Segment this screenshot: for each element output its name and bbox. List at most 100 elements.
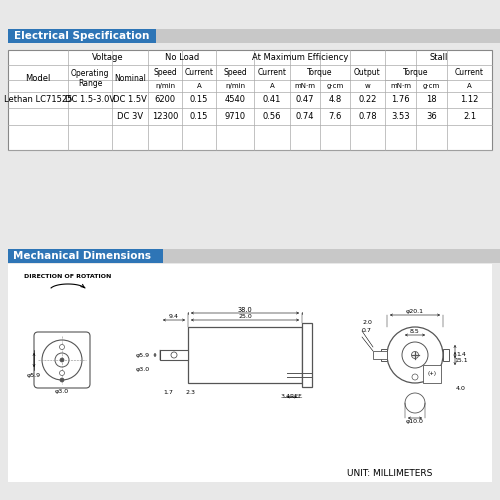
Text: Stall: Stall — [430, 53, 448, 62]
Text: 1.76: 1.76 — [391, 96, 410, 104]
Text: 0.74: 0.74 — [296, 112, 314, 121]
Text: 4.0: 4.0 — [456, 386, 466, 390]
Text: Model: Model — [26, 74, 50, 83]
Circle shape — [60, 378, 64, 382]
Text: n/min: n/min — [225, 83, 245, 89]
Text: φ5.9: φ5.9 — [27, 372, 41, 378]
Text: (+): (+) — [428, 372, 436, 376]
Text: w: w — [364, 83, 370, 89]
Text: 0.7: 0.7 — [362, 328, 372, 334]
Circle shape — [171, 352, 177, 358]
Bar — [8, 50, 492, 150]
Text: mN·m: mN·m — [390, 83, 411, 89]
Circle shape — [60, 344, 64, 350]
Text: 2.0: 2.0 — [362, 320, 372, 326]
Bar — [188, 327, 302, 383]
Text: φ10.0: φ10.0 — [406, 419, 424, 424]
Text: UNIT: MILLIMETERS: UNIT: MILLIMETERS — [348, 470, 432, 478]
Bar — [373, 351, 387, 359]
Text: 0.15: 0.15 — [190, 112, 208, 121]
Text: Lethan LC71525: Lethan LC71525 — [4, 96, 72, 104]
Text: φ20.1: φ20.1 — [406, 309, 424, 314]
Text: 0.47: 0.47 — [296, 96, 314, 104]
Text: 9.4: 9.4 — [169, 314, 179, 319]
Text: g·cm: g·cm — [423, 83, 440, 89]
Circle shape — [387, 327, 443, 383]
Text: 1.7: 1.7 — [164, 390, 173, 394]
Text: Operating
Range: Operating Range — [71, 69, 109, 88]
Text: 25.0: 25.0 — [238, 314, 252, 319]
Circle shape — [60, 358, 64, 362]
Text: Voltage: Voltage — [92, 53, 124, 62]
Bar — [8, 50, 492, 150]
Text: DC 1.5-3.0V: DC 1.5-3.0V — [65, 96, 115, 104]
Circle shape — [405, 393, 425, 413]
Text: 1.12: 1.12 — [460, 96, 478, 104]
Text: Current: Current — [258, 68, 286, 77]
Bar — [443, 349, 449, 361]
Text: Speed: Speed — [153, 68, 177, 77]
Bar — [156, 29, 500, 43]
Text: mN·m: mN·m — [294, 83, 316, 89]
Text: 2.1: 2.1 — [463, 112, 476, 121]
Text: 6200: 6200 — [154, 96, 176, 104]
Circle shape — [402, 342, 428, 368]
Text: φ3.0: φ3.0 — [136, 366, 150, 372]
Text: 3.53: 3.53 — [391, 112, 410, 121]
Circle shape — [412, 352, 418, 358]
Text: φ3.0: φ3.0 — [55, 390, 69, 394]
Circle shape — [412, 374, 418, 380]
Text: A: A — [196, 83, 202, 89]
Text: DC 1.5V: DC 1.5V — [113, 96, 147, 104]
Text: Torque: Torque — [307, 68, 333, 77]
Text: 3.4REF.: 3.4REF. — [280, 394, 303, 400]
Bar — [381, 349, 387, 361]
Text: At Maximum Efficiency: At Maximum Efficiency — [252, 53, 348, 62]
Text: 0.22: 0.22 — [358, 96, 376, 104]
Text: 1.4: 1.4 — [456, 352, 466, 358]
Text: Nominal: Nominal — [114, 74, 146, 83]
Text: 38.0: 38.0 — [238, 306, 252, 312]
Text: 15.1: 15.1 — [454, 358, 468, 362]
Text: Mechanical Dimensions: Mechanical Dimensions — [13, 251, 151, 261]
Text: 0.15: 0.15 — [190, 96, 208, 104]
Bar — [423, 365, 441, 383]
Text: 12300: 12300 — [152, 112, 178, 121]
Text: Current: Current — [455, 68, 484, 77]
Text: g·cm: g·cm — [326, 83, 344, 89]
Circle shape — [55, 353, 69, 367]
Bar — [8, 249, 163, 263]
Text: 36: 36 — [426, 112, 437, 121]
Text: A: A — [270, 83, 274, 89]
Circle shape — [60, 370, 64, 376]
Text: 4540: 4540 — [224, 96, 246, 104]
Text: 0.78: 0.78 — [358, 112, 377, 121]
Text: Torque: Torque — [403, 68, 429, 77]
Bar — [160, 350, 188, 360]
Text: Output: Output — [354, 68, 381, 77]
Text: Electrical Specification: Electrical Specification — [14, 31, 149, 41]
Text: Speed: Speed — [223, 68, 247, 77]
Text: φ5.9: φ5.9 — [136, 352, 150, 358]
Text: No Load: No Load — [165, 53, 199, 62]
Bar — [8, 264, 492, 482]
FancyBboxPatch shape — [34, 332, 90, 388]
Bar — [8, 29, 156, 43]
Text: n/min: n/min — [155, 83, 175, 89]
Text: 9710: 9710 — [224, 112, 246, 121]
Text: 7.6: 7.6 — [328, 112, 342, 121]
Text: 2.3: 2.3 — [186, 390, 196, 394]
Bar — [0, 248, 500, 264]
Bar — [163, 249, 500, 263]
Text: 4.8: 4.8 — [328, 96, 342, 104]
Bar — [0, 28, 500, 44]
Text: DC 3V: DC 3V — [117, 112, 143, 121]
Text: 0.56: 0.56 — [263, 112, 281, 121]
Bar — [302, 323, 312, 387]
Text: 18: 18 — [426, 96, 437, 104]
Circle shape — [42, 340, 82, 380]
Text: A: A — [467, 83, 472, 89]
Text: 0.41: 0.41 — [263, 96, 281, 104]
Text: Current: Current — [184, 68, 214, 77]
Text: 8.5: 8.5 — [410, 329, 420, 334]
